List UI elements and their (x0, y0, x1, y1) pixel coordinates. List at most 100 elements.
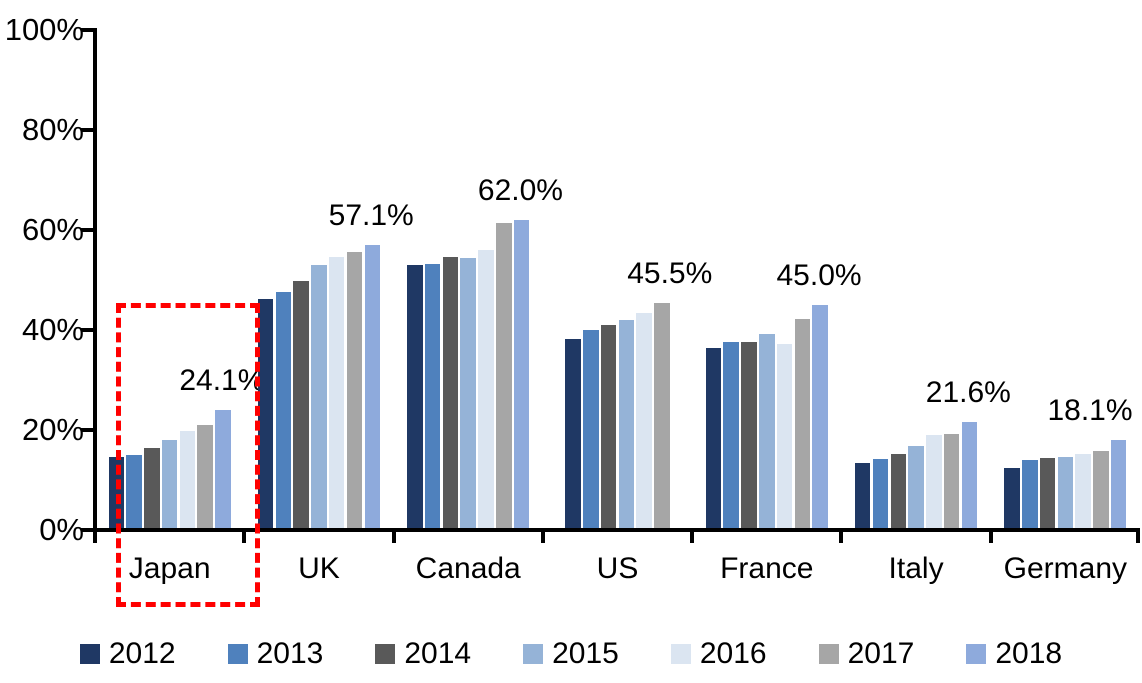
legend-entry-2016: 2016 (670, 637, 767, 671)
y-tick-mark (81, 428, 94, 432)
bar-italy-2016 (926, 435, 942, 530)
bar-us-2016 (636, 312, 652, 530)
bar-us-2012 (565, 338, 581, 530)
bar-germany-2012 (1004, 467, 1020, 530)
x-tick-mark (690, 532, 695, 543)
bar-uk-2018 (364, 244, 381, 530)
bar-uk-2017 (346, 252, 363, 530)
legend-entry-2018: 2018 (966, 637, 1062, 671)
y-tick-label: 40% (21, 312, 84, 347)
y-tick-label: 80% (21, 112, 84, 147)
bar-group-canada (394, 30, 543, 530)
bar-us-2017 (654, 302, 670, 530)
x-tick-mark (1136, 532, 1140, 543)
bar-germany-2014 (1039, 458, 1056, 530)
legend-label-2017: 2017 (847, 637, 915, 670)
bar-group-italy (841, 30, 990, 530)
bar-germany-2016 (1075, 453, 1091, 530)
bar-uk-2015 (311, 265, 327, 530)
legend-label-2016: 2016 (699, 637, 767, 670)
y-tick-label: 60% (21, 212, 84, 247)
category-label-uk: UK (298, 552, 340, 585)
x-tick-mark (540, 532, 545, 543)
legend-swatch-2017 (818, 644, 839, 664)
y-axis-line (93, 28, 97, 532)
legend-swatch-2016 (670, 644, 691, 664)
y-tick-mark (81, 128, 94, 132)
bar-germany-2013 (1022, 460, 1038, 530)
y-tick-label: 0% (39, 512, 84, 547)
y-tick-mark (81, 528, 94, 532)
legend-entry-2015: 2015 (523, 637, 619, 671)
y-tick-mark (81, 328, 94, 332)
bar-uk-2012 (257, 299, 274, 530)
legend: 2012 2013 2014 2015 2016 2017 2018 (0, 633, 1142, 675)
japan-highlight-dashed-box (116, 303, 260, 607)
legend-entry-2014: 2014 (375, 637, 471, 671)
bar-uk-2016 (328, 257, 345, 530)
x-axis-line (93, 528, 1140, 532)
bar-japan-2018 (215, 409, 231, 530)
bar-japan-2013 (126, 455, 142, 530)
bar-us-2015 (618, 319, 635, 530)
bar-italy-2013 (872, 459, 889, 530)
bar-canada-2015 (460, 257, 476, 530)
bar-us-2014 (600, 325, 617, 530)
bar-germany-2017 (1093, 451, 1109, 530)
legend-entry-2017: 2017 (818, 637, 915, 671)
bar-japan-2016 (179, 430, 196, 530)
bar-uk-2013 (275, 292, 292, 530)
legend-label-2012: 2012 (108, 637, 176, 670)
bar-france-2016 (776, 343, 793, 530)
value-label-japan: 24.1% (179, 363, 265, 397)
category-label-france: France (720, 552, 814, 585)
legend-entry-2013: 2013 (227, 637, 323, 671)
category-label-italy: Italy (888, 552, 944, 585)
bar-italy-2015 (908, 446, 924, 530)
bar-japan-2015 (161, 440, 178, 530)
legend-label-2014: 2014 (404, 637, 472, 670)
bar-france-2015 (759, 334, 775, 530)
bar-group-france (692, 30, 841, 530)
bar-group-germany (991, 30, 1140, 530)
category-label-us: US (596, 552, 639, 585)
y-tick-mark (81, 28, 94, 32)
bar-us-2013 (583, 330, 599, 530)
bar-uk-2014 (293, 281, 309, 530)
x-tick-mark (839, 532, 844, 543)
x-tick-mark (93, 532, 97, 543)
bar-canada-2014 (442, 256, 459, 530)
legend-swatch-2013 (227, 644, 248, 664)
bar-italy-2014 (890, 453, 907, 530)
legend-swatch-2014 (375, 644, 396, 664)
x-tick-mark (988, 532, 993, 543)
bar-group-uk (244, 30, 393, 530)
bar-canada-2018 (513, 220, 530, 530)
value-label-uk: 57.1% (328, 198, 414, 232)
legend-label-2018: 2018 (995, 637, 1063, 670)
x-tick-mark (242, 532, 247, 543)
bar-canada-2013 (424, 263, 441, 530)
value-label-italy: 21.6% (925, 376, 1011, 409)
value-label-us: 45.5% (627, 256, 713, 290)
legend-swatch-2018 (966, 644, 987, 664)
bar-france-2018 (812, 305, 828, 530)
bar-france-2012 (705, 347, 722, 530)
bar-germany-2015 (1057, 456, 1074, 530)
bar-canada-2012 (407, 265, 423, 530)
bar-france-2014 (741, 341, 757, 530)
y-tick-label: 20% (21, 412, 84, 447)
bar-italy-2018 (961, 422, 978, 530)
bar-japan-2014 (144, 448, 160, 530)
x-tick-mark (391, 532, 396, 543)
bar-italy-2012 (854, 463, 871, 530)
legend-swatch-2015 (523, 644, 544, 664)
legend-swatch-2012 (79, 644, 100, 664)
category-label-germany: Germany (1003, 552, 1128, 585)
category-label-japan: Japan (128, 552, 211, 585)
value-label-germany: 18.1% (1047, 393, 1133, 427)
legend-label-2015: 2015 (552, 637, 619, 670)
legend-entry-2012: 2012 (79, 637, 176, 671)
bar-germany-2018 (1110, 439, 1127, 530)
